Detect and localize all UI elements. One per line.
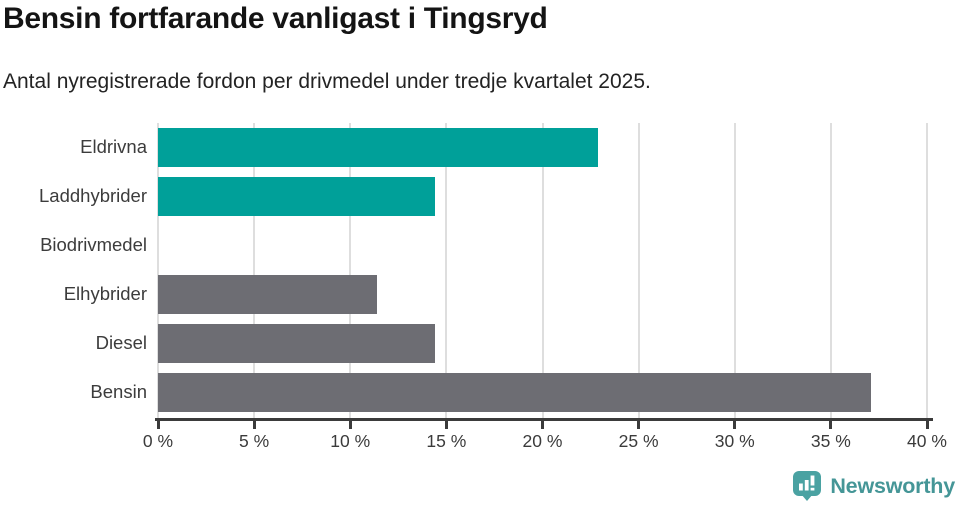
axis-tick-label: 30 % — [714, 431, 755, 451]
brand-name: Newsworthy — [830, 473, 955, 498]
gridline — [541, 123, 544, 418]
axis-tick-label: 25 % — [618, 431, 659, 451]
axis-tick — [444, 421, 448, 429]
gridline — [157, 123, 159, 418]
gridline — [637, 123, 640, 418]
category-label: Diesel — [95, 332, 147, 353]
bar-track — [158, 172, 927, 221]
axis-tick-label: 40 % — [907, 431, 947, 451]
bar-track — [158, 270, 927, 319]
category-label: Biodrivmedel — [40, 234, 147, 255]
axis-tick — [925, 421, 929, 429]
axis-tick — [156, 421, 160, 429]
axis-tick — [252, 421, 256, 429]
gridline — [349, 123, 352, 418]
axis-tick — [541, 421, 544, 429]
bar-chart-speech-bubble-icon — [791, 470, 823, 502]
bar-track — [158, 368, 927, 417]
gridline — [926, 123, 928, 418]
axis-tick-label: 20 % — [522, 431, 563, 451]
chart-row: Eldrivna — [0, 123, 927, 172]
category-label: Bensin — [90, 381, 147, 402]
category-label: Laddhybrider — [39, 185, 147, 206]
category-label: Eldrivna — [80, 136, 147, 157]
axis-tick-label: 10 % — [330, 431, 371, 451]
axis-tick-label: 15 % — [426, 431, 467, 451]
plot-area — [157, 123, 928, 418]
chart-rows: Eldrivna Laddhybrider Biodrivmedel Elhybrid… — [0, 123, 927, 417]
axis-tick — [348, 421, 352, 429]
axis-tick — [733, 421, 737, 429]
chart-row: Laddhybrider — [0, 172, 927, 221]
axis-tick — [829, 421, 833, 429]
gridline — [445, 123, 448, 418]
chart-row: Biodrivmedel — [0, 221, 927, 270]
bar-laddhybrider — [158, 177, 435, 216]
bar-bensin — [158, 373, 872, 412]
bar-diesel — [158, 324, 435, 363]
bar-eldrivna — [158, 128, 599, 167]
axis-tick-label: 35 % — [810, 431, 851, 451]
newsworthy-logo[interactable]: Newsworthy — [791, 470, 955, 502]
x-axis-ticks: 0 % 5 % 10 % 15 % 20 % 25 % 30 % 35 % 40 % — [143, 421, 947, 461]
gridline — [733, 123, 736, 418]
axis-tick — [637, 421, 641, 429]
chart-title: Bensin fortfarande vanligast i Tingsryd — [3, 2, 548, 35]
chart-row: Elhybrider — [0, 270, 927, 319]
axis-tick-label: 5 % — [239, 431, 270, 451]
gridline — [829, 123, 832, 418]
chart-row: Diesel — [0, 319, 927, 368]
bar-track — [158, 123, 927, 172]
axis-tick-label: 0 % — [142, 431, 174, 451]
chart-row: Bensin — [0, 368, 927, 417]
chart-subtitle: Antal nyregistrerade fordon per drivmede… — [3, 70, 651, 93]
x-axis-line — [155, 418, 933, 421]
bar-track — [158, 319, 927, 368]
gridline — [253, 123, 256, 418]
category-label: Elhybrider — [63, 283, 147, 304]
bar-elhybrider — [158, 275, 378, 314]
bar-track — [158, 221, 927, 270]
